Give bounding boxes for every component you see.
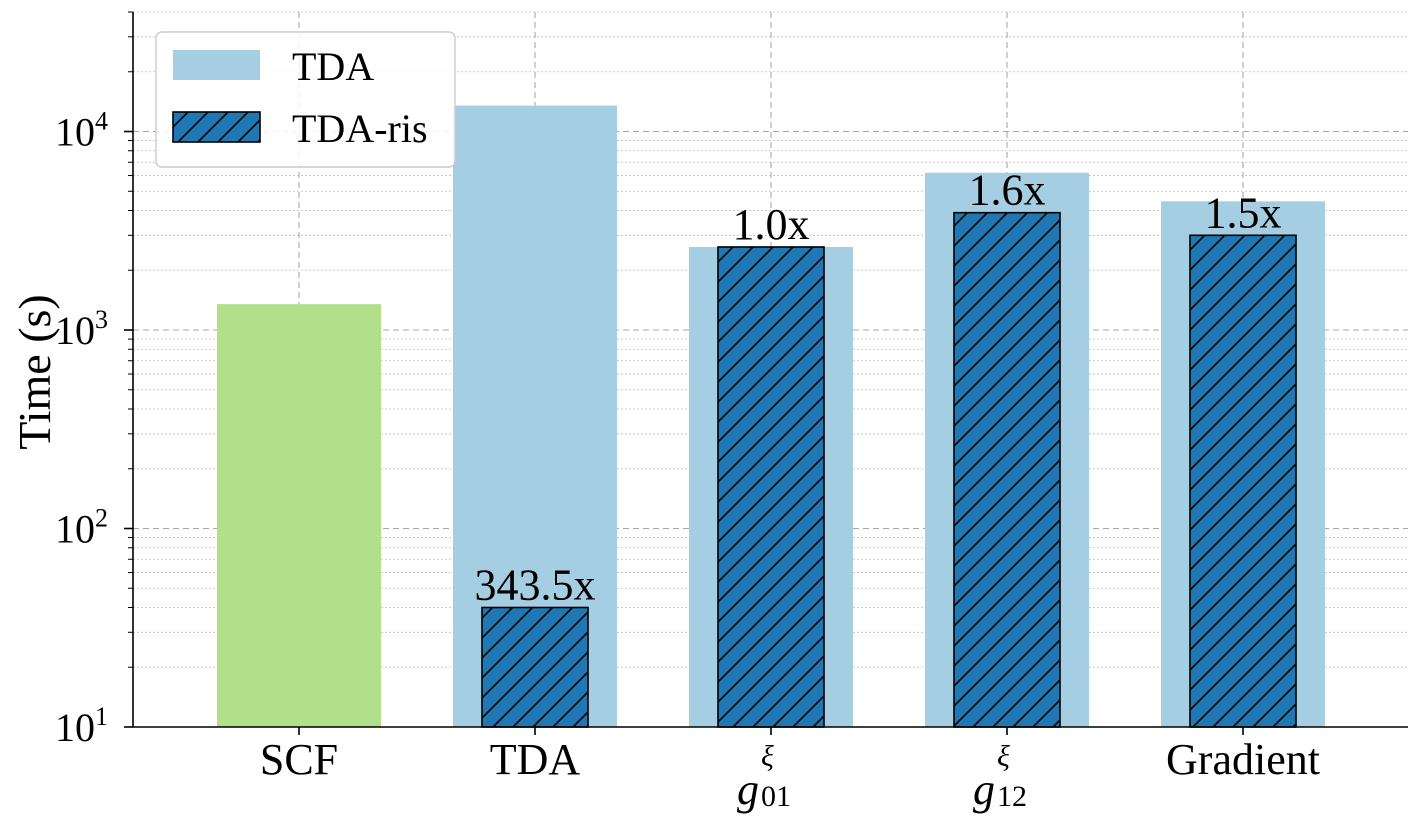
y-tick-label: 104	[55, 107, 108, 155]
x-tick-label: SCF	[260, 735, 338, 784]
x-tick-label-main: g	[737, 765, 759, 814]
x-tick-label: gξ 12	[973, 740, 1027, 814]
x-tick-label: Gradient	[1166, 735, 1320, 784]
y-tick-label: 102	[55, 504, 108, 552]
legend-swatch-tda	[173, 50, 260, 80]
legend: TDA TDA-ris	[155, 31, 456, 168]
speedup-labels: 343.5x 1.0x 1.6x 1.5x	[475, 166, 1282, 610]
axes	[124, 11, 1408, 735]
y-tick-labels: 101 102 103 104	[55, 107, 108, 750]
x-tick-label-sub: 12	[997, 780, 1027, 813]
x-tick-label-sup: ξ	[761, 740, 774, 773]
x-tick-label: TDA	[490, 735, 581, 784]
speedup-label: 1.5x	[1205, 188, 1282, 237]
bar-scf	[217, 304, 381, 727]
y-tick-label: 103	[55, 305, 108, 353]
legend-label-tda: TDA	[292, 44, 374, 89]
y-tick-label: 101	[55, 702, 108, 750]
x-tick-label: gξ 01	[737, 740, 791, 814]
x-tick-label-sup: ξ	[997, 740, 1010, 773]
legend-label-tda-ris: TDA-ris	[292, 106, 428, 151]
bar-tda-ris	[1189, 234, 1297, 728]
bar-tda-ris	[481, 606, 589, 728]
speedup-label: 1.6x	[969, 166, 1046, 215]
legend-swatch-tda-ris	[172, 111, 261, 143]
bar-tda-ris	[953, 211, 1061, 728]
x-tick-label-sub: 01	[761, 780, 791, 813]
y-axis-title: Time (s)	[9, 294, 60, 450]
speedup-label: 1.0x	[733, 200, 810, 249]
x-tick-label-main: g	[973, 765, 995, 814]
speedup-label: 343.5x	[475, 560, 596, 609]
bars	[217, 105, 1325, 728]
bar-tda-ris	[717, 246, 825, 728]
